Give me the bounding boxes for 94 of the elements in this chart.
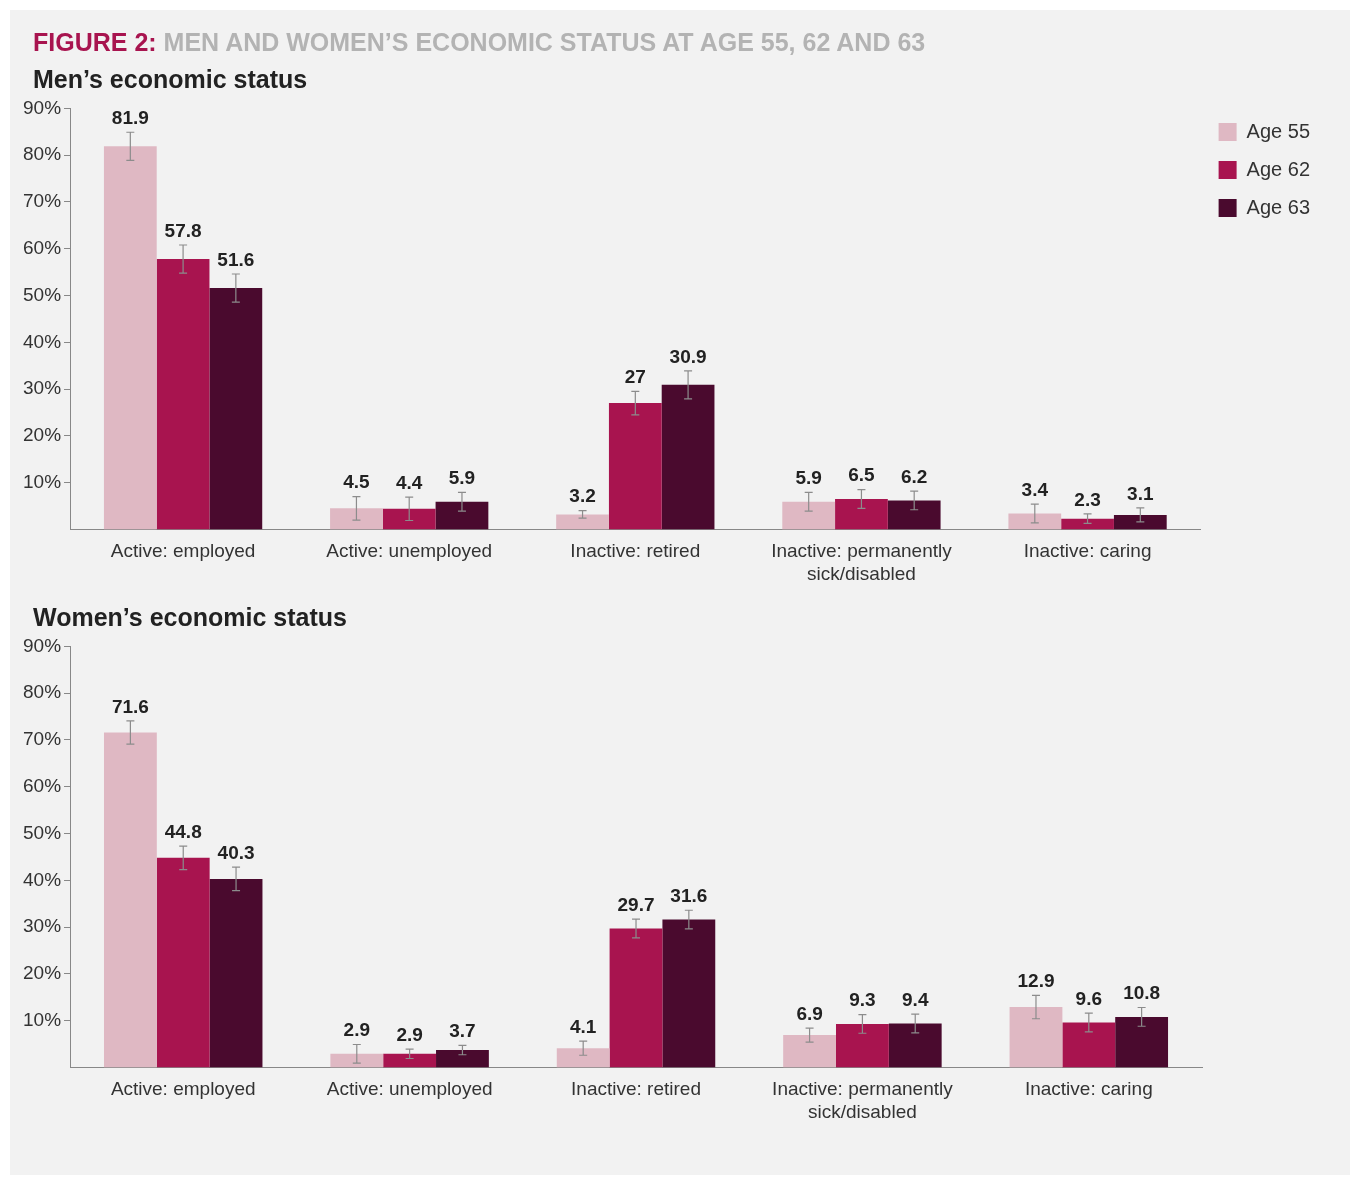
chart-title: FIGURE 2: MEN AND WOMEN’S ECONOMIC STATUS AT AGE 55, 62 AND 63 (33, 28, 927, 57)
data-label: 3.1 (1127, 482, 1154, 504)
y-tick-label: 50% (23, 821, 62, 843)
chart-title: Women’s economic status (33, 603, 348, 632)
legend-label: Age 63 (1246, 195, 1310, 218)
chart-subtitle: Men’s economic status (33, 65, 309, 94)
bar (103, 732, 157, 1068)
bar (382, 508, 436, 530)
y-tick-label: 40% (23, 868, 62, 890)
data-label: 9.3 (849, 989, 876, 1011)
bar (435, 501, 489, 530)
y-tick-label: 90% (23, 96, 62, 118)
data-label: 3.7 (449, 1020, 476, 1042)
data-label: 4.4 (395, 471, 423, 493)
data-label: 12.9 (1017, 970, 1055, 992)
data-label: 2.9 (343, 1019, 371, 1041)
bar (1009, 1007, 1063, 1068)
x-tick-label: Active: unemployed (326, 1078, 493, 1100)
bar (209, 288, 263, 530)
y-tick-label: 70% (23, 728, 62, 750)
y-tick-label: 20% (23, 424, 62, 446)
legend-label: Age 55 (1246, 119, 1310, 142)
bar (209, 878, 263, 1068)
data-label: 40.3 (217, 841, 255, 863)
data-label: 29.7 (617, 893, 655, 915)
bar (662, 919, 716, 1068)
y-tick-label: 80% (23, 681, 62, 703)
bar (1008, 513, 1062, 530)
bar (383, 1053, 437, 1068)
bar (783, 1035, 836, 1068)
data-label: 51.6 (217, 248, 255, 270)
data-label: 2.3 (1074, 488, 1101, 510)
bar (836, 1023, 889, 1068)
data-label: 44.8 (164, 820, 202, 842)
bar (1062, 1022, 1116, 1068)
y-tick-label: 80% (23, 143, 62, 165)
x-tick-label: Active: unemployed (326, 540, 493, 562)
data-label: 30.9 (669, 345, 707, 367)
bar (156, 857, 210, 1068)
data-label: 57.8 (164, 219, 202, 241)
data-label: 5.9 (448, 467, 476, 489)
bar (1113, 514, 1167, 530)
x-tick-label: Inactive: caring (1024, 1078, 1153, 1100)
bar (436, 1050, 489, 1068)
y-tick-label: 50% (23, 283, 62, 305)
bar (608, 403, 662, 530)
data-label: 9.4 (902, 988, 929, 1010)
y-tick-label: 70% (23, 190, 62, 212)
x-tick-label: Active: employed (110, 540, 256, 562)
bar (609, 928, 663, 1068)
data-label: 10.8 (1123, 982, 1161, 1004)
bar (835, 498, 888, 530)
y-tick-label: 90% (23, 634, 62, 656)
x-tick-label: Active: employed (110, 1078, 256, 1100)
bar (887, 500, 941, 530)
y-tick-label: 60% (23, 236, 62, 258)
data-label: 71.6 (111, 695, 149, 717)
bar (661, 384, 715, 530)
x-tick-label: Inactive: permanently sick/disabled (772, 1078, 954, 1122)
bar (556, 514, 609, 530)
bar (103, 146, 157, 530)
y-tick-label: 10% (23, 1008, 62, 1030)
data-label: 6.5 (848, 464, 876, 486)
bar (556, 1048, 610, 1068)
bar (782, 501, 836, 530)
y-tick-label: 30% (23, 377, 62, 399)
data-label: 6.9 (796, 1002, 823, 1024)
data-label: 3.4 (1021, 478, 1049, 500)
bar (1061, 518, 1114, 530)
bar (1115, 1016, 1169, 1068)
y-tick-label: 60% (23, 774, 62, 796)
y-tick-label: 30% (23, 915, 62, 937)
legend-label: Age 62 (1246, 157, 1310, 180)
data-label: 31.6 (670, 884, 708, 906)
y-tick-label: 20% (23, 962, 62, 984)
data-label: 6.2 (900, 465, 928, 487)
bar (330, 508, 383, 530)
x-tick-label: Inactive: retired (571, 1078, 701, 1100)
data-label: 3.2 (569, 485, 596, 507)
bar (156, 259, 210, 530)
y-tick-label: 40% (23, 330, 62, 352)
data-label: 4.5 (343, 471, 371, 493)
bar (888, 1023, 942, 1068)
data-label: 9.6 (1075, 987, 1103, 1009)
data-label: 81.9 (111, 106, 149, 128)
data-label: 4.1 (569, 1015, 597, 1037)
bar (330, 1053, 384, 1068)
data-label: 27 (624, 366, 646, 388)
y-tick-label: 10% (23, 470, 62, 492)
data-label: 5.9 (795, 467, 822, 489)
x-tick-label: Inactive: permanently sick/disabled (771, 540, 953, 584)
data-label: 2.9 (396, 1023, 423, 1045)
x-tick-label: Inactive: retired (570, 540, 701, 562)
x-tick-label: Inactive: caring (1023, 540, 1152, 562)
